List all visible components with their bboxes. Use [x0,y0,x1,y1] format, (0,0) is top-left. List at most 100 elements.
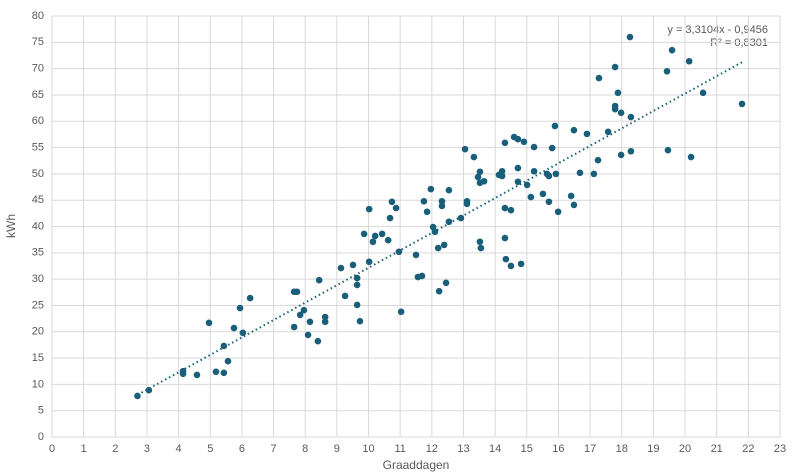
point [570,126,578,134]
x-tick-label: 17 [584,443,596,455]
point [293,288,301,296]
point [435,287,443,295]
point [611,105,619,113]
point [440,241,448,249]
point [627,113,635,121]
point [576,169,584,177]
point [570,201,578,209]
x-tick-label: 16 [552,443,564,455]
point [224,357,232,365]
point [461,145,469,153]
y-tick-label: 55 [32,141,44,153]
point [463,200,471,208]
point [445,218,453,226]
point [685,57,693,65]
point [145,386,153,394]
point [353,301,361,309]
point [514,178,522,186]
point [614,89,622,97]
y-tick-label: 35 [32,247,44,259]
y-tick-label: 60 [32,115,44,127]
point [523,181,531,189]
point [520,138,528,146]
point [392,204,400,212]
x-tick-label: 11 [394,443,405,455]
point [442,279,450,287]
point [501,204,509,212]
point [321,313,329,321]
trend-equation: y = 3,3104x - 0,9456 [667,24,768,36]
point [434,244,442,252]
point [687,153,695,161]
x-tick-label: 14 [489,443,501,455]
point [239,329,247,337]
point [617,151,625,159]
trendline [136,61,743,396]
y-tick-label: 0 [38,431,44,443]
x-tick-label: 15 [521,443,533,455]
x-tick-label: 22 [742,443,754,455]
point [527,193,535,201]
point [507,206,515,214]
x-tick-label: 4 [176,443,182,455]
point [134,392,141,400]
point [420,197,428,205]
x-tick-label: 12 [426,443,438,455]
point [246,294,254,302]
x-tick-label: 3 [144,443,150,455]
point [418,272,426,280]
point [514,135,522,143]
point [663,67,671,75]
y-axis-title: kWh [4,214,18,238]
point [315,276,323,284]
x-axis-title: Graaddagen [383,458,450,472]
point [378,230,386,238]
x-tick-label: 0 [49,443,55,455]
point [457,214,465,222]
point [738,100,746,108]
point [360,230,368,238]
trend-r-squared: R² = 0,8301 [710,37,768,49]
point [501,139,509,147]
point [365,205,373,213]
x-tick-label: 7 [271,443,277,455]
x-tick-label: 18 [616,443,628,455]
point [386,214,394,222]
point [412,251,420,259]
point [212,368,220,376]
point [604,128,612,136]
point [501,234,509,242]
x-tick-label: 23 [774,443,786,455]
point [539,190,547,198]
point [699,89,707,97]
y-tick-label: 75 [32,36,44,48]
point [431,228,439,236]
point [664,146,672,154]
point [595,74,603,82]
point [193,371,201,379]
y-tick-label: 80 [32,10,44,22]
point [427,185,435,193]
y-tick-label: 45 [32,194,44,206]
x-tick-label: 20 [679,443,691,455]
point [626,33,634,41]
y-tick-label: 40 [32,220,44,232]
point [353,274,361,282]
y-tick-label: 10 [32,378,44,390]
x-tick-label: 2 [112,443,118,455]
point [545,172,553,180]
point [337,264,345,272]
point [220,369,228,377]
y-tick-label: 50 [32,168,44,180]
point [384,236,392,244]
point [304,331,312,339]
point [445,186,453,194]
x-tick-label: 21 [711,443,723,455]
point [236,304,244,312]
point [423,208,431,216]
point [498,172,506,180]
point [552,170,560,178]
point [476,238,484,246]
point [548,144,556,152]
point [594,156,602,164]
